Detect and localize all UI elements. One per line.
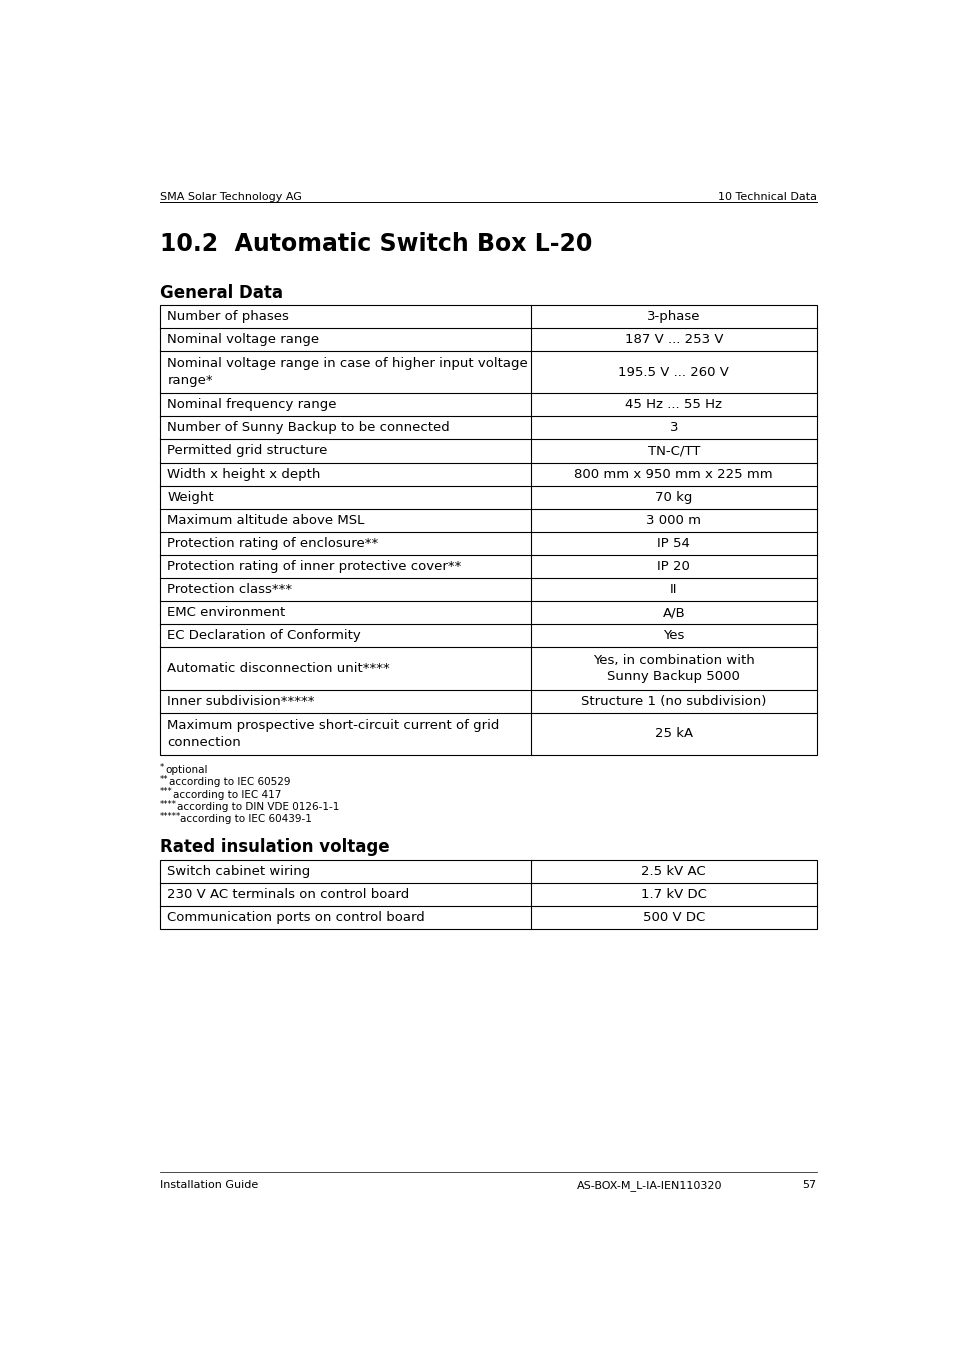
Text: according to DIN VDE 0126-1-1: according to DIN VDE 0126-1-1: [176, 802, 338, 813]
Text: Permitted grid structure: Permitted grid structure: [167, 445, 327, 457]
Text: 1.7 kV DC: 1.7 kV DC: [640, 888, 706, 900]
Text: 70 kg: 70 kg: [655, 491, 692, 504]
Text: TN-C/TT: TN-C/TT: [647, 445, 700, 457]
Text: SMA Solar Technology AG: SMA Solar Technology AG: [159, 192, 301, 201]
Text: 800 mm x 950 mm x 225 mm: 800 mm x 950 mm x 225 mm: [574, 468, 772, 480]
Text: Inner subdivision*****: Inner subdivision*****: [167, 695, 314, 707]
Text: Protection rating of enclosure**: Protection rating of enclosure**: [167, 537, 378, 550]
Text: *****: *****: [159, 813, 181, 821]
Text: according to IEC 417: according to IEC 417: [172, 790, 281, 800]
Text: Communication ports on control board: Communication ports on control board: [167, 911, 425, 925]
Text: Structure 1 (no subdivision): Structure 1 (no subdivision): [580, 695, 765, 707]
Text: 3: 3: [669, 422, 678, 434]
Text: *: *: [159, 763, 164, 772]
Text: Number of Sunny Backup to be connected: Number of Sunny Backup to be connected: [167, 422, 450, 434]
Text: 45 Hz ... 55 Hz: 45 Hz ... 55 Hz: [624, 399, 721, 411]
Text: A/B: A/B: [661, 606, 684, 619]
Text: 500 V DC: 500 V DC: [642, 911, 704, 925]
Text: Yes, in combination with
Sunny Backup 5000: Yes, in combination with Sunny Backup 50…: [593, 654, 754, 683]
Text: ***: ***: [159, 787, 172, 796]
Text: 3 000 m: 3 000 m: [645, 514, 700, 527]
Text: AS-BOX-M_L-IA-IEN110320: AS-BOX-M_L-IA-IEN110320: [576, 1180, 721, 1191]
Text: Nominal voltage range: Nominal voltage range: [167, 333, 319, 346]
Text: **: **: [159, 775, 168, 784]
Text: Switch cabinet wiring: Switch cabinet wiring: [167, 865, 311, 877]
Text: according to IEC 60439-1: according to IEC 60439-1: [180, 814, 312, 825]
Text: Rated insulation voltage: Rated insulation voltage: [159, 838, 389, 856]
Text: EC Declaration of Conformity: EC Declaration of Conformity: [167, 629, 360, 642]
Text: 3-phase: 3-phase: [646, 310, 700, 323]
Text: Automatic disconnection unit****: Automatic disconnection unit****: [167, 662, 390, 675]
Bar: [159, 304, 816, 756]
Text: 187 V ... 253 V: 187 V ... 253 V: [624, 333, 722, 346]
Text: IP 20: IP 20: [657, 560, 690, 573]
Text: Width x height x depth: Width x height x depth: [167, 468, 320, 480]
Text: Maximum altitude above MSL: Maximum altitude above MSL: [167, 514, 364, 527]
Text: 230 V AC terminals on control board: 230 V AC terminals on control board: [167, 888, 409, 900]
Text: 25 kA: 25 kA: [654, 727, 692, 741]
Text: according to IEC 60529: according to IEC 60529: [169, 777, 290, 787]
Text: 10.2  Automatic Switch Box L-20: 10.2 Automatic Switch Box L-20: [159, 231, 591, 256]
Text: Protection class***: Protection class***: [167, 583, 293, 596]
Text: EMC environment: EMC environment: [167, 606, 285, 619]
Text: Protection rating of inner protective cover**: Protection rating of inner protective co…: [167, 560, 461, 573]
Text: General Data: General Data: [159, 284, 282, 301]
Text: Nominal voltage range in case of higher input voltage
range*: Nominal voltage range in case of higher …: [167, 357, 528, 387]
Text: ****: ****: [159, 800, 176, 808]
Text: 2.5 kV AC: 2.5 kV AC: [640, 865, 705, 877]
Text: optional: optional: [165, 765, 207, 775]
Text: Installation Guide: Installation Guide: [159, 1180, 257, 1190]
Text: Weight: Weight: [167, 491, 213, 504]
Text: IP 54: IP 54: [657, 537, 690, 550]
Text: Nominal frequency range: Nominal frequency range: [167, 399, 336, 411]
Bar: [159, 860, 816, 929]
Text: 57: 57: [801, 1180, 816, 1190]
Text: Maximum prospective short-circuit current of grid
connection: Maximum prospective short-circuit curren…: [167, 719, 499, 749]
Text: II: II: [669, 583, 677, 596]
Text: 195.5 V ... 260 V: 195.5 V ... 260 V: [618, 365, 728, 379]
Text: Number of phases: Number of phases: [167, 310, 289, 323]
Text: Yes: Yes: [662, 629, 684, 642]
Text: 10 Technical Data: 10 Technical Data: [717, 192, 816, 201]
